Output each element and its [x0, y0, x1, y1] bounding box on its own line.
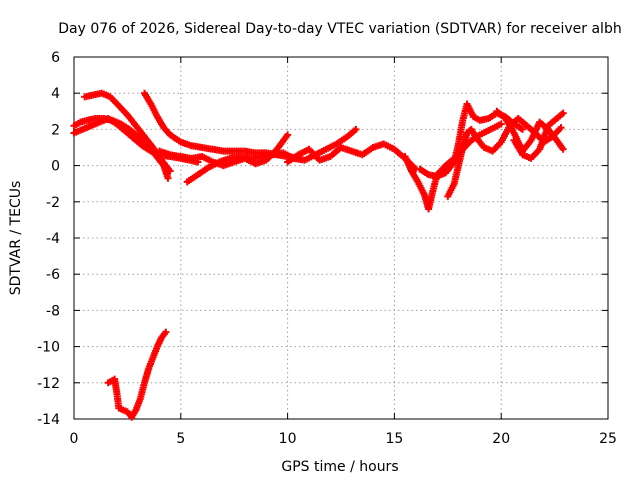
series-track-g: [284, 140, 420, 173]
data-point: [164, 174, 172, 182]
x-tick-label: 0: [70, 431, 79, 447]
series-track-c: [81, 89, 174, 175]
y-tick-label: -2: [46, 195, 60, 211]
x-axis-label: GPS time / hours: [281, 459, 398, 475]
y-tick-label: 6: [51, 50, 60, 66]
x-tick-label: 10: [279, 431, 297, 447]
data-point: [519, 125, 527, 133]
y-tick-label: -10: [37, 340, 60, 356]
chart-title: Day 076 of 2026, Sidereal Day-to-day VTE…: [58, 21, 621, 37]
x-tick-label: 15: [385, 431, 403, 447]
y-axis-label: SDTVAR / TECUs: [8, 181, 24, 296]
grid-lines: [74, 57, 608, 419]
y-tick-label: -6: [46, 267, 60, 283]
y-tick-label: 2: [51, 122, 60, 138]
x-tick-label: 20: [492, 431, 510, 447]
x-tick-label: 25: [599, 431, 617, 447]
series-track-l: [510, 109, 567, 162]
x-tick-labels: 0 5 10 15 20 25: [70, 431, 617, 447]
data-point: [497, 120, 505, 128]
series-track-k: [493, 107, 567, 155]
y-tick-label: -8: [46, 303, 60, 319]
x-tick-label: 5: [176, 431, 185, 447]
series-track-m: [104, 328, 170, 421]
data-point: [559, 145, 567, 153]
data-point: [557, 124, 565, 132]
data-series: [70, 89, 567, 421]
series-track-j: [444, 115, 565, 200]
y-tick-label: 0: [51, 159, 60, 175]
series-track-f: [155, 131, 292, 170]
data-point: [166, 167, 174, 175]
y-tick-label: 4: [51, 86, 60, 102]
data-point: [352, 125, 360, 133]
data-point: [559, 109, 567, 117]
data-point: [162, 328, 170, 336]
y-tick-label: -4: [46, 231, 60, 247]
y-tick-label: -14: [37, 412, 60, 428]
data-point: [284, 131, 292, 139]
y-tick-label: -12: [37, 376, 60, 392]
axis-ticks: [73, 56, 609, 420]
y-tick-labels: -14 -12 -10 -8 -6 -4 -2 0 2 4 6: [37, 50, 60, 428]
